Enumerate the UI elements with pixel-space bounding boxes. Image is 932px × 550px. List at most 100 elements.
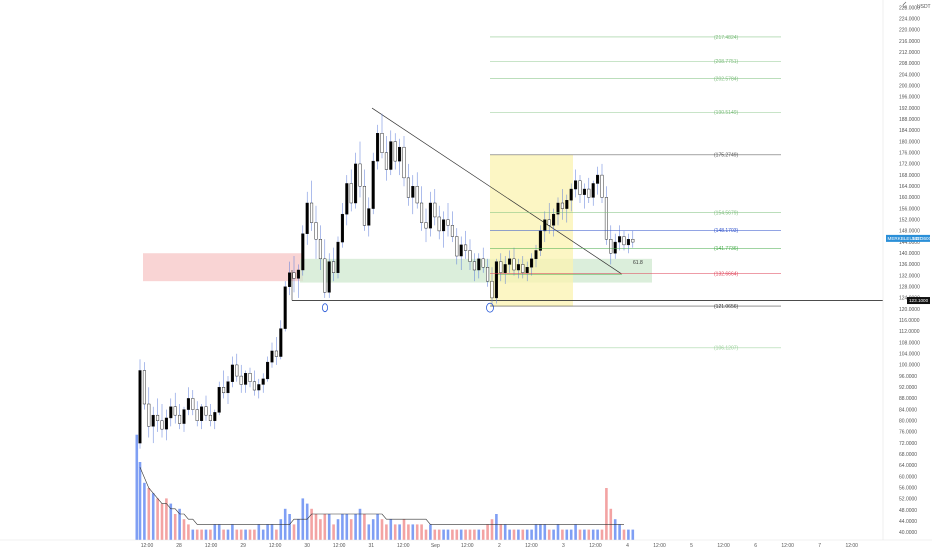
volume-bar xyxy=(182,519,186,540)
candle-body xyxy=(565,200,569,209)
volume-bar xyxy=(314,514,318,540)
price-tick-label: 48.0000 xyxy=(899,508,917,514)
candle-body xyxy=(631,239,635,243)
time-tick-label: 12:00 xyxy=(781,543,794,549)
candle-body xyxy=(380,133,384,153)
volume-histogram xyxy=(135,434,635,540)
price-tick-label: 44.0000 xyxy=(899,519,917,525)
current-price-badge[interactable] xyxy=(886,234,930,242)
volume-bar xyxy=(446,529,450,540)
candle-body xyxy=(239,375,243,385)
time-tick-label: 12:00 xyxy=(653,543,666,549)
candle-body xyxy=(195,409,199,421)
candle-body xyxy=(305,202,309,234)
candle-body xyxy=(147,403,151,427)
candle-body xyxy=(582,188,586,195)
fib-level-label: (141.7736) xyxy=(714,246,739,252)
volume-bar xyxy=(613,519,617,540)
price-tick-label: 168.0000 xyxy=(899,173,920,179)
price-tick-label: 104.0000 xyxy=(899,352,920,358)
volume-bar xyxy=(319,519,322,540)
price-tick-label: 72.0000 xyxy=(899,441,917,447)
candle-body xyxy=(208,414,212,421)
volume-bar xyxy=(561,529,564,540)
auto-scale-icon[interactable] xyxy=(902,1,907,6)
volume-bar xyxy=(244,529,247,540)
volume-bar xyxy=(596,529,599,540)
time-tick-label: 12:00 xyxy=(333,543,346,549)
volume-bar xyxy=(209,529,212,540)
volume-bar xyxy=(160,503,164,540)
candle-body xyxy=(525,267,529,273)
candle-body xyxy=(266,361,270,380)
axis-unit-label: USDT xyxy=(917,4,931,10)
price-tick-label: 188.0000 xyxy=(899,117,920,123)
volume-bar xyxy=(354,514,357,540)
candle-body xyxy=(604,197,608,240)
candle-body xyxy=(296,269,300,279)
price-tick-label: 136.0000 xyxy=(899,262,920,268)
price-tick-label: 160.0000 xyxy=(899,195,920,201)
price-tick-label: 68.0000 xyxy=(899,452,917,458)
price-tick-label: 84.0000 xyxy=(899,407,917,413)
time-tick-label: 12:00 xyxy=(397,543,410,549)
candle-body xyxy=(530,258,534,268)
volume-bar xyxy=(473,529,476,540)
volume-bar xyxy=(429,524,432,540)
candle-body xyxy=(340,213,344,243)
volume-bar xyxy=(631,529,635,540)
volume-bar xyxy=(605,488,608,540)
candle-body xyxy=(349,183,353,204)
volume-bar xyxy=(402,519,406,540)
volume-bar xyxy=(622,529,626,540)
volume-bar xyxy=(147,488,151,540)
candle-body xyxy=(173,406,177,416)
candle-body xyxy=(217,387,221,413)
candle-body xyxy=(626,239,630,246)
price-tick-label: 196.0000 xyxy=(899,95,920,101)
volume-bar xyxy=(376,514,379,540)
price-tick-label: 56.0000 xyxy=(899,486,917,492)
demand-zone-box xyxy=(300,258,652,283)
candle-body xyxy=(591,183,595,198)
volume-bar xyxy=(222,529,225,540)
candle-body xyxy=(437,216,441,232)
volume-bar xyxy=(517,529,520,540)
fib-level-label: (175.2749) xyxy=(714,153,739,159)
volume-bar xyxy=(191,529,195,540)
candle-body xyxy=(327,261,331,293)
candle-body xyxy=(415,186,419,204)
volume-bar xyxy=(345,514,349,540)
candle-body xyxy=(318,239,322,260)
price-tick-label: 152.0000 xyxy=(899,218,920,224)
price-tick-label: 172.0000 xyxy=(899,162,920,168)
candle-body xyxy=(156,414,160,421)
candle-body xyxy=(477,258,481,271)
candle-body xyxy=(336,241,340,273)
volume-bar xyxy=(627,529,630,540)
time-tick-label: 2 xyxy=(498,543,501,549)
supply-zone-box xyxy=(143,253,303,282)
volume-bar xyxy=(481,529,485,540)
candle-body xyxy=(503,264,507,273)
fib-level-label: (202.5784) xyxy=(714,76,739,82)
candle-body xyxy=(288,272,292,287)
price-tick-label: 140.0000 xyxy=(899,251,920,257)
candle-body xyxy=(516,264,520,271)
time-tick-label: 12:00 xyxy=(269,543,282,549)
volume-bar xyxy=(442,529,445,540)
volume-bar xyxy=(411,524,415,540)
volume-bar xyxy=(257,524,261,540)
candle-body xyxy=(490,280,494,299)
volume-bar xyxy=(477,529,481,540)
volume-bar xyxy=(327,514,331,540)
candle-body xyxy=(450,225,454,237)
volume-bar xyxy=(358,508,362,540)
volume-bar xyxy=(371,519,375,540)
volume-bar xyxy=(393,524,397,540)
swing-low-circle xyxy=(321,303,328,313)
candle-body xyxy=(314,222,318,240)
time-tick-label: 12:00 xyxy=(589,543,602,549)
candle-body xyxy=(248,373,252,382)
